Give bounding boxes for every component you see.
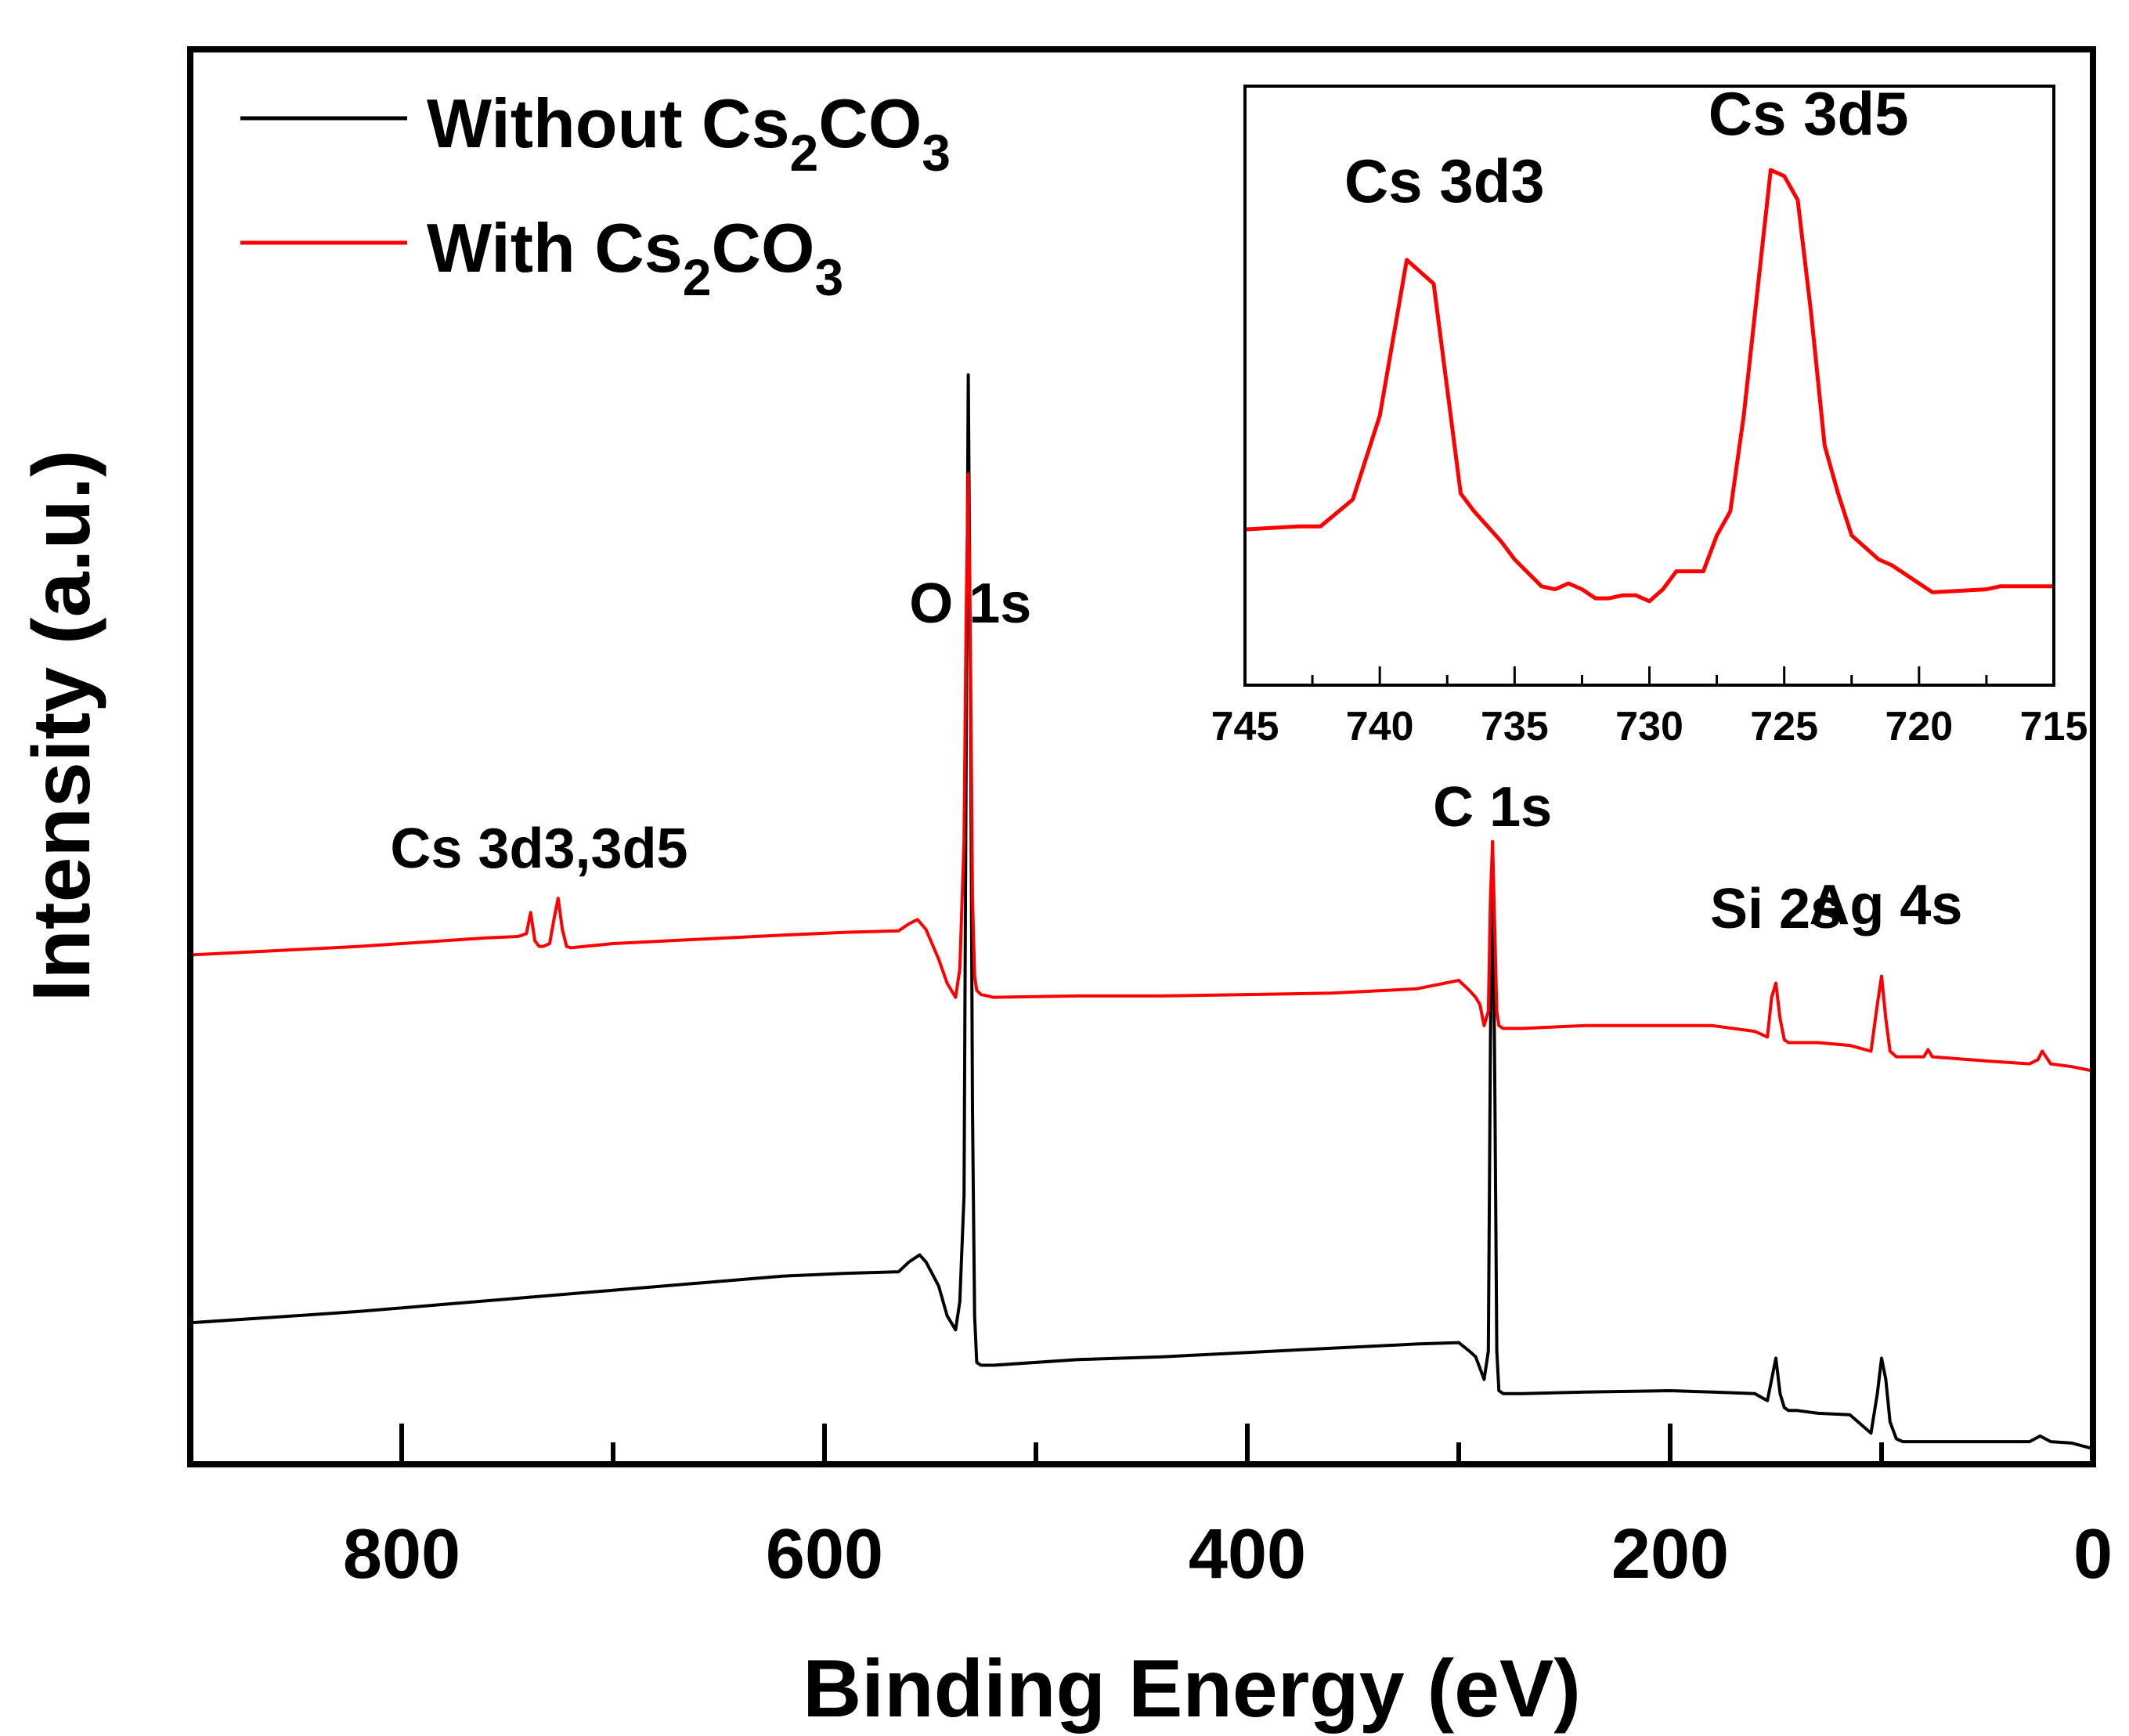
legend: Without Cs2CO3 With Cs2CO3 bbox=[240, 85, 951, 306]
peak-annotation: Cs 3d3,3d5 bbox=[390, 817, 687, 880]
legend-with-sub1: 2 bbox=[683, 248, 712, 306]
inset-x-tick-label: 725 bbox=[1750, 704, 1818, 749]
series-line-without-cs2co3 bbox=[189, 373, 2094, 1451]
main-x-tick-labels: 800 600 400 200 0 bbox=[343, 1515, 2113, 1593]
x-tick-label: 0 bbox=[2073, 1515, 2113, 1593]
x-tick-label: 200 bbox=[1611, 1515, 1729, 1593]
peak-annotation: Ag 4s bbox=[1809, 874, 1962, 937]
inset-series-line bbox=[1244, 168, 2054, 604]
legend-label-with: With Cs2CO3 bbox=[427, 209, 843, 306]
inset-peak-annotation: Cs 3d5 bbox=[1709, 79, 1909, 148]
x-tick-label: 400 bbox=[1189, 1515, 1306, 1593]
inset-x-tick-label: 730 bbox=[1615, 704, 1683, 749]
main-plot-area: 800 600 400 200 0 Cs 3d3,3d5 O 1s C 1s Si 2sAg … bbox=[187, 46, 2113, 1593]
inset-x-tick-labels: 745 740 735 730 725 720 715 bbox=[1211, 704, 2088, 749]
inset-x-tick-label: 740 bbox=[1346, 704, 1414, 749]
inset-x-tick-label: 735 bbox=[1481, 704, 1549, 749]
legend-without-sub2: 3 bbox=[922, 124, 951, 182]
x-tick-label: 600 bbox=[766, 1515, 883, 1593]
series-line-with-cs2co3 bbox=[189, 472, 2094, 1073]
inset-x-tick-label: 720 bbox=[1885, 704, 1953, 749]
main-plot-frame bbox=[187, 46, 2096, 1467]
legend-without-base: Without Cs bbox=[427, 85, 790, 162]
legend-label-without: Without Cs2CO3 bbox=[427, 85, 951, 182]
legend-without-sub1: 2 bbox=[790, 124, 819, 182]
inset-peak-annotations: Cs 3d3 Cs 3d5 bbox=[1344, 79, 1909, 215]
inset-peak-annotation: Cs 3d3 bbox=[1344, 146, 1545, 215]
inset-plot-frame bbox=[1243, 85, 2055, 687]
x-axis-title: Binding Energy (eV) bbox=[803, 1644, 1581, 1734]
peak-annotation: C 1s bbox=[1433, 776, 1552, 839]
inset-plot-area: 745 740 735 730 725 720 715 Cs 3d3 Cs 3d5 bbox=[1211, 79, 2088, 749]
inset-series-group bbox=[1244, 168, 2054, 604]
peak-annotation: Si 2s bbox=[1710, 878, 1842, 940]
peak-annotation: O 1s bbox=[909, 572, 1031, 635]
x-tick-label: 800 bbox=[343, 1515, 460, 1593]
legend-with-mid: CO bbox=[711, 209, 814, 287]
legend-with-base: With Cs bbox=[427, 209, 683, 287]
inset-x-tick-label: 715 bbox=[2020, 704, 2088, 749]
y-axis-title: Intensity (a.u.) bbox=[16, 450, 107, 1002]
main-series-group bbox=[189, 373, 2094, 1451]
legend-with-sub2: 3 bbox=[814, 248, 843, 306]
legend-without-mid: CO bbox=[818, 85, 922, 162]
inset-x-tick-label: 745 bbox=[1211, 704, 1279, 749]
